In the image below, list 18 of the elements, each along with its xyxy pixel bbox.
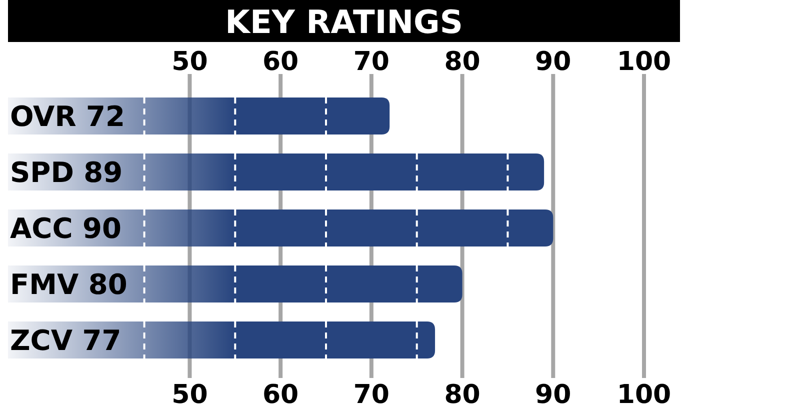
y-tick-label: FMV 80 <box>10 268 128 301</box>
x2-tick-label: 80 <box>444 47 480 77</box>
x2-tick-label: 50 <box>172 47 208 77</box>
y-tick-label: OVR 72 <box>10 100 125 133</box>
x2-tick-label: 100 <box>616 47 672 77</box>
x2-tick-label: 90 <box>535 47 572 77</box>
y-tick-label: ZCV 77 <box>10 324 122 357</box>
x2-tick-label: 60 <box>262 47 299 77</box>
x-tick-label: 90 <box>535 380 572 410</box>
x-tick-label: 80 <box>444 380 480 410</box>
chart-title: KEY RATINGS <box>225 3 463 41</box>
x2-tick-label: 70 <box>353 47 390 77</box>
x-tick-label: 100 <box>616 380 672 410</box>
x-tick-label: 70 <box>353 380 390 410</box>
x-tick-label: 50 <box>172 380 208 410</box>
y-tick-label: ACC 90 <box>10 212 122 245</box>
x-tick-label: 60 <box>262 380 299 410</box>
y-tick-label: SPD 89 <box>10 156 123 189</box>
